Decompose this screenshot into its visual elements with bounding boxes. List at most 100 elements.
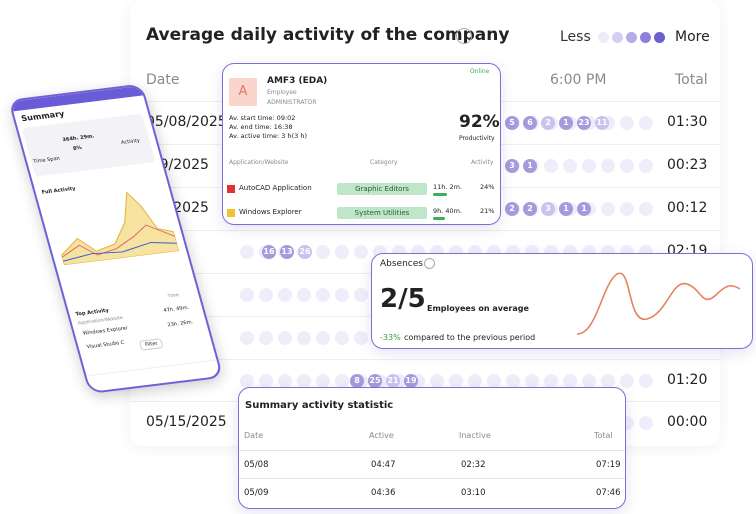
heat-cell (297, 288, 311, 302)
app-time: 23h. 26m. (166, 319, 194, 329)
heat-cell (297, 331, 311, 345)
productivity-label: Productivity (459, 135, 495, 142)
row-separator (239, 478, 625, 479)
heat-cell (335, 374, 349, 388)
heat-cell (639, 116, 653, 130)
heat-cell (544, 159, 558, 173)
heat-cell (582, 159, 596, 173)
absences-title: Absences (380, 259, 423, 269)
heat-cell (316, 288, 330, 302)
heat-cell: 3 (505, 159, 519, 173)
end-time: Av. end time: 16:38 (229, 123, 293, 131)
heat-cell (544, 374, 558, 388)
app-name: Windows Explorer (82, 325, 129, 337)
heat-cell: 26 (298, 245, 312, 259)
time-header: Time (167, 293, 180, 300)
heat-cell (601, 202, 615, 216)
app-name: AutoCAD Application (239, 184, 312, 192)
heat-cell (620, 374, 634, 388)
heat-cell (449, 374, 463, 388)
app-time: 9h. 40m. (433, 207, 463, 215)
heat-cell (620, 159, 634, 173)
heat-cell: 21 (386, 374, 400, 388)
heat-cell (601, 159, 615, 173)
heat-cell (639, 202, 653, 216)
col-header: Total (594, 431, 613, 440)
heat-cell (297, 374, 311, 388)
heat-cell (525, 374, 539, 388)
heat-cell (582, 374, 596, 388)
heat-cell (240, 245, 254, 259)
heat-cell (240, 374, 254, 388)
active-time: Av. active time: 3 h(3 h) (229, 132, 308, 140)
phone: Summary Time Span 364h. 29m. 8% Activity… (8, 83, 224, 394)
cell: 05/09 (244, 488, 269, 498)
legend-more: More (675, 29, 710, 45)
cell: 03:10 (461, 488, 486, 498)
heat-cell (354, 331, 368, 345)
avatar: A (229, 78, 257, 106)
heat-cell: 2 (505, 202, 519, 216)
heat-cell (639, 416, 653, 430)
row-separator (239, 450, 625, 451)
header-total: Total (675, 72, 708, 88)
heat-cell (335, 331, 349, 345)
heat-cell (316, 331, 330, 345)
category: System Utilities (337, 207, 427, 219)
employee-position: ADMINISTRATOR (267, 99, 317, 106)
col-header: Application/Website (229, 159, 289, 166)
cell: 02:32 (461, 460, 486, 470)
employee-name: AMF3 (EDA) (267, 76, 328, 86)
top-activity: Top Activity (74, 307, 110, 318)
heat-cell (620, 202, 634, 216)
heat-cell: 5 (505, 116, 519, 130)
heat-cell: 3 (541, 202, 555, 216)
phone-chart (60, 191, 180, 266)
heat-cell (601, 374, 615, 388)
info-icon[interactable] (456, 28, 472, 44)
header-time: 6:00 PM (550, 72, 607, 88)
heat-cell (240, 288, 254, 302)
row-date: 05/15/2025 (146, 414, 227, 430)
row-total: 00:00 (667, 414, 708, 430)
employee-role: Employee (267, 89, 297, 96)
absences-card: Absences 2/5 Employees on average -33% c… (371, 253, 753, 349)
heat-cell: 8 (350, 374, 364, 388)
app-time: 11h. 2m. (433, 183, 463, 191)
heat-cell: 2 (523, 202, 537, 216)
heat-cell (278, 288, 292, 302)
summary-title: Summary activity statistic (245, 400, 394, 411)
heat-cell (506, 374, 520, 388)
heat-cell (563, 374, 577, 388)
heat-cell (430, 374, 444, 388)
heat-cell (487, 374, 501, 388)
heat-cell (620, 116, 634, 130)
change: -33% (380, 333, 401, 342)
heat-cell (335, 245, 349, 259)
filter-button[interactable]: Filter (138, 338, 164, 351)
heat-cell (259, 374, 273, 388)
app-percent: 21% (480, 207, 495, 215)
app-header: Application/Website (77, 315, 124, 327)
heat-cell: 13 (280, 245, 294, 259)
row-separator (130, 230, 720, 231)
heat-cell (316, 245, 330, 259)
sparkline (576, 272, 741, 335)
cell: 05/08 (244, 460, 269, 470)
title: Average daily activity of the company (146, 25, 510, 45)
phone-title: Summary (20, 109, 66, 124)
percent: 8% (72, 145, 83, 152)
header-date: Date (146, 72, 180, 88)
change-text: compared to the previous period (404, 333, 536, 342)
heat-cell: 1 (559, 202, 573, 216)
heat-cell (354, 288, 368, 302)
heat-cell (335, 288, 349, 302)
col-header: Activity (471, 159, 494, 166)
cell: 07:46 (596, 488, 621, 498)
heat-cell: 11 (595, 116, 609, 130)
heat-cell (639, 159, 653, 173)
heat-cell: 1 (559, 116, 573, 130)
row-total: 01:30 (667, 114, 708, 130)
heat-cell (354, 245, 368, 259)
